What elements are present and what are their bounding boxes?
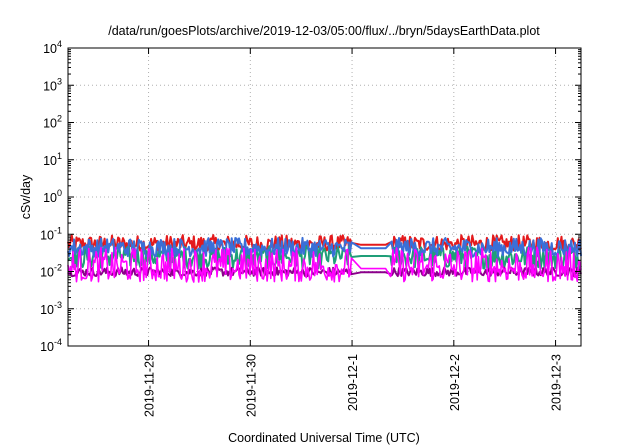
x-tick-label: 2019-11-29	[143, 354, 157, 417]
series-line	[67, 246, 582, 283]
y-tick-label: 104	[43, 39, 62, 56]
y-tick-label: 103	[43, 76, 62, 93]
chart-title: /data/run/goesPlots/archive/2019-12-03/0…	[108, 24, 540, 38]
series-layer	[67, 234, 582, 283]
y-tick-label: 10-2	[40, 263, 62, 280]
x-tick-label: 2019-12-2	[448, 354, 462, 411]
x-tick-label: 2019-11-30	[244, 354, 258, 417]
x-axis-label: Coordinated Universal Time (UTC)	[228, 431, 420, 445]
y-tick-label: 10-3	[40, 300, 62, 317]
y-tick-label: 101	[43, 151, 62, 168]
y-tick-label: 102	[43, 114, 62, 131]
y-axis: 10-4 10-3 10-2 10-1 100 101 102 103 104	[40, 39, 581, 354]
y-tick-label: 10-1	[40, 225, 62, 242]
y-tick-label: 100	[43, 188, 62, 205]
grid	[68, 48, 581, 346]
x-axis: 2019-11-29 2019-11-30 2019-12-1 2019-12-2 20…	[143, 48, 564, 417]
x-tick-label: 2019-12-3	[550, 354, 564, 411]
x-tick-label: 2019-12-1	[346, 354, 360, 411]
y-tick-label: 10-4	[40, 337, 62, 354]
y-axis-label: cSv/day	[19, 174, 33, 219]
